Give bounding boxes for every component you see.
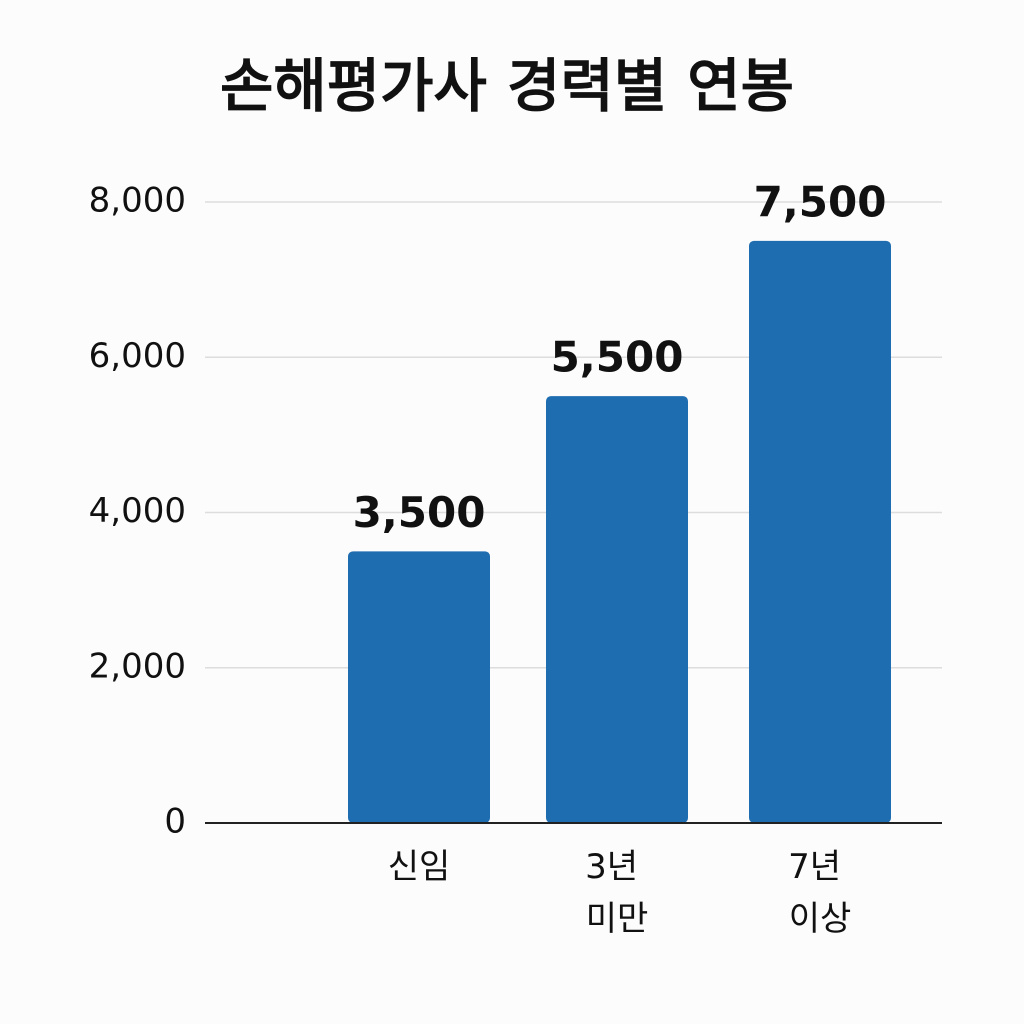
y-tick-label: 8,000 [89, 181, 186, 221]
bar [546, 396, 688, 823]
data-label: 7,500 [754, 177, 887, 226]
x-tick-label: 3년 미만 [585, 847, 649, 939]
bar [348, 551, 490, 823]
x-tick-label: 7년 이상 [788, 847, 852, 939]
x-tick-label: 신임 [388, 847, 451, 887]
chart-title: 손해평가사 경력별 연봉 [220, 52, 794, 120]
data-label: 3,500 [353, 488, 486, 537]
y-tick-label: 6,000 [89, 336, 186, 376]
y-tick-label: 4,000 [89, 491, 186, 531]
y-tick-label: 2,000 [89, 646, 186, 686]
data-label: 5,500 [551, 333, 684, 382]
bar [749, 240, 891, 823]
y-tick-label: 0 [164, 802, 186, 842]
